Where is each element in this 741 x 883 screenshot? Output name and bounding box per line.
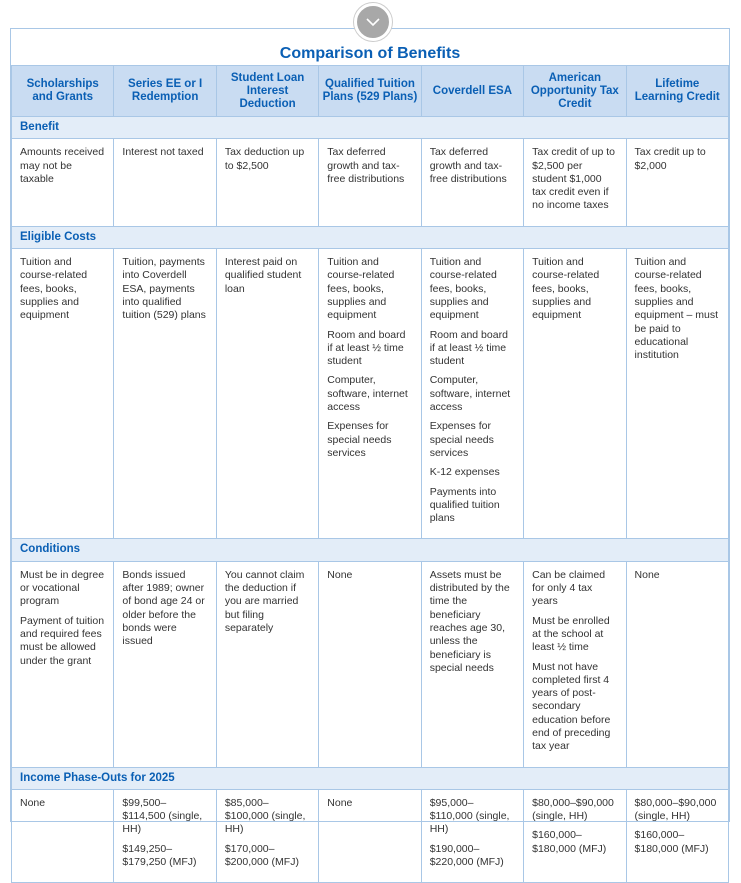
table-cell: $85,000–$100,000 (single, HH) $170,000–$2… (215, 788, 320, 883)
section-header-row: Eligible Costs (11, 225, 729, 250)
table-cell: Tuition and course-related fees, books, … (625, 248, 730, 540)
table-cell: Assets must be distributed by the time t… (420, 560, 525, 768)
table-cell: Can be claimed for only 4 tax years Must … (523, 560, 627, 768)
cell-text: $95,000–$110,000 (single, HH) (429, 796, 510, 836)
cell-text: Computer, software, internet access (429, 374, 511, 414)
table-cell: $95,000–$110,000 (single, HH) $190,000–$2… (420, 788, 525, 883)
table-row: Must be in degree or vocational program P… (10, 560, 730, 768)
column-header: American Opportunity Tax Credit (523, 65, 627, 117)
column-header: Qualified Tuition Plans (529 Plans) (318, 65, 422, 117)
cell-text: $170,000–$200,000 (MFJ) (224, 842, 299, 869)
collapse-toggle-button[interactable] (354, 3, 392, 41)
cell-text: Expenses for special needs services (327, 420, 392, 459)
cell-text: Room and board if at least ½ time studen… (429, 328, 508, 368)
cell-text: Tax deferred growth and tax-free distrib… (327, 146, 405, 185)
table-row: Amounts received may not be taxable Inter… (10, 138, 730, 227)
column-header: Lifetime Learning Credit (625, 65, 730, 117)
header-row: Scholarships and Grants Series EE or I Re… (10, 65, 730, 117)
cell-text: Tax deduction up to $2,500 (224, 146, 305, 172)
table-row: Tuition and course-related fees, books, … (10, 248, 730, 540)
cell-text: Tuition and course-related fees, books, … (634, 256, 718, 362)
cell-text: Room and board if at least ½ time studen… (327, 328, 406, 368)
cell-text: Must be enrolled at the school at least … (532, 614, 610, 654)
comparison-table: Scholarships and Grants Series EE or I Re… (10, 65, 730, 883)
table-cell: $80,000–$90,000 (single, HH) $160,000–$18… (625, 788, 730, 883)
cell-text: $149,250–$179,250 (MFJ) (122, 842, 197, 869)
cell-text: Tuition and course-related fees, books, … (327, 256, 395, 322)
table-cell: None (318, 788, 422, 883)
cell-text: You cannot claim the deduction if you ar… (224, 568, 305, 634)
table-cell: Must be in degree or vocational program P… (10, 560, 115, 768)
table-row: None $99,500–$114,500 (single, HH) $149,25… (10, 788, 730, 883)
cell-text: None (327, 568, 353, 581)
cell-text: Must not have completed first 4 years of… (532, 660, 611, 753)
cell-text: Tax deferred growth and tax-free distrib… (429, 146, 507, 185)
cell-text: Expenses for special needs services (429, 420, 494, 459)
cell-text: $80,000–$90,000 (single, HH) (532, 796, 614, 823)
column-header: Scholarships and Grants (10, 65, 115, 117)
cell-text: Amounts received may not be taxable (20, 146, 105, 185)
table-cell: None (10, 788, 115, 883)
section-label: Eligible Costs (11, 225, 729, 250)
section-label: Income Phase-Outs for 2025 (11, 766, 729, 790)
table-cell: Interest not taxed (113, 138, 217, 227)
section-header-row: Conditions (11, 538, 729, 562)
table-cell: Tuition and course-related fees, books, … (318, 248, 422, 540)
table-cell: Tuition and course-related fees, books, … (420, 248, 525, 540)
table-cell: Tax deduction up to $2,500 (215, 138, 320, 227)
cell-text: Assets must be distributed by the time t… (429, 568, 510, 674)
table-cell: None (318, 560, 422, 768)
cell-text: Interest paid on qualified student loan (224, 256, 302, 295)
cell-text: Payment of tuition and required fees mus… (20, 614, 105, 667)
table-cell: Tuition and course-related fees, books, … (10, 248, 115, 540)
table-cell: Tax credit of up to $2,500 per student $… (523, 138, 627, 227)
table-cell: $99,500–$114,500 (single, HH) $149,250–$1… (113, 788, 217, 883)
table-cell: None (625, 560, 730, 768)
cell-text: K-12 expenses (429, 466, 500, 479)
table-cell: Amounts received may not be taxable (10, 138, 115, 227)
cell-text: Can be claimed for only 4 tax years (532, 568, 606, 608)
table-cell: $80,000–$90,000 (single, HH) $160,000–$18… (523, 788, 627, 883)
table-cell: Interest paid on qualified student loan (215, 248, 320, 540)
table-cell: Tax credit up to $2,000 (625, 138, 730, 227)
cell-text: Interest not taxed (122, 146, 204, 159)
page-title: Comparison of Benefits (279, 45, 461, 62)
section-label: Conditions (11, 538, 729, 562)
cell-text: None (634, 568, 660, 581)
column-header: Student Loan Interest Deduction (215, 65, 320, 117)
cell-text: $85,000–$100,000 (single, HH) (224, 796, 306, 836)
section-header-row: Income Phase-Outs for 2025 (11, 766, 729, 790)
cell-text: None (20, 796, 46, 809)
table-cell: You cannot claim the deduction if you ar… (215, 560, 320, 768)
cell-text: Bonds issued after 1989; owner of bond a… (122, 568, 205, 648)
cell-text: $160,000–$180,000 (MFJ) (532, 829, 607, 855)
section-header-row: Benefit (11, 115, 729, 140)
cell-text: Tuition and course-related fees, books, … (20, 256, 88, 322)
cell-text: Must be in degree or vocational program (20, 568, 105, 608)
cell-text: Tax credit up to $2,000 (634, 146, 706, 172)
cell-text: Tuition, payments into Coverdell ESA, pa… (122, 256, 206, 322)
cell-text: $80,000–$90,000 (single, HH) (634, 796, 717, 823)
comparison-table-panel: Comparison of Benefits Scholarships and … (10, 28, 730, 883)
table-cell: Tax deferred growth and tax-free distrib… (318, 138, 422, 227)
section-label: Benefit (11, 115, 729, 140)
cell-text: None (327, 796, 353, 809)
cell-text: Payments into qualified tuition plans (429, 485, 500, 525)
cell-text: Computer, software, internet access (327, 374, 408, 414)
cell-text: Tuition and course-related fees, books, … (429, 256, 497, 322)
table-cell: Bonds issued after 1989; owner of bond a… (113, 560, 217, 768)
cell-text: $190,000–$220,000 (MFJ) (429, 842, 504, 869)
table-cell: Tuition, payments into Coverdell ESA, pa… (113, 248, 217, 540)
cell-text: Tax credit of up to $2,500 per student $… (532, 146, 615, 212)
table-cell: Tuition and course-related fees, books, … (523, 248, 627, 540)
cell-text: Tuition and course-related fees, books, … (532, 256, 600, 322)
column-header: Series EE or I Redemption (113, 65, 217, 117)
column-header: Coverdell ESA (420, 65, 525, 117)
chevron-down-icon (366, 18, 380, 27)
cell-text: $99,500–$114,500 (single, HH) (122, 796, 203, 836)
table-cell: Tax deferred growth and tax-free distrib… (420, 138, 525, 227)
cell-text: $160,000–$180,000 (MFJ) (634, 829, 709, 855)
